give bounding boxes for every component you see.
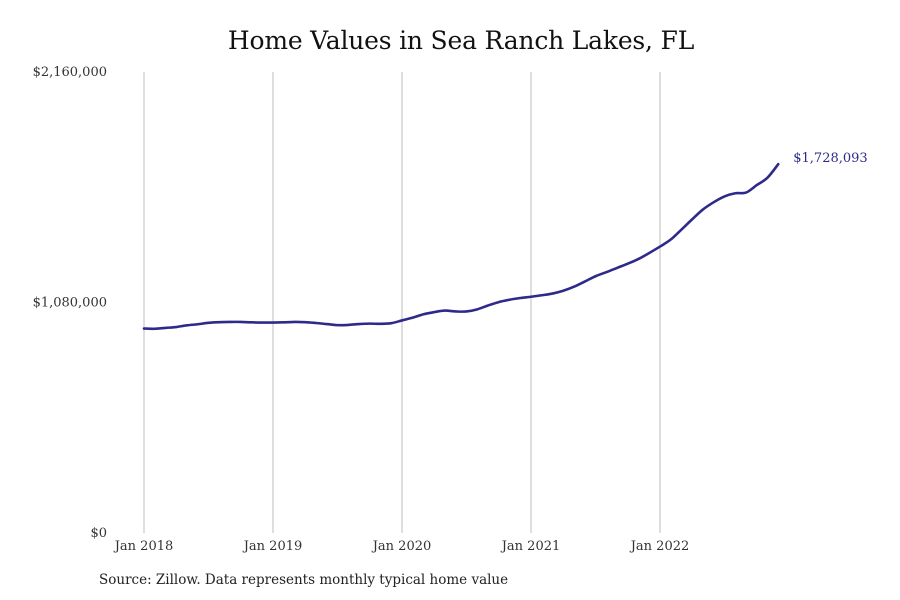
x-tick-label: Jan 2021 <box>500 539 561 554</box>
home-value-series-line <box>142 162 780 331</box>
source-note: Source: Zillow. Data represents monthly … <box>99 572 509 588</box>
chart-title: Home Values in Sea Ranch Lakes, FL <box>227 26 695 55</box>
vertical-gridlines <box>143 72 661 533</box>
y-axis-tick-labels: $0 $1,080,000 $2,160,000 <box>33 65 107 541</box>
x-tick-label: Jan 2018 <box>113 539 174 554</box>
x-axis-tick-labels: Jan 2018 Jan 2019 Jan 2020 Jan 2021 Jan 2022 <box>113 539 690 554</box>
y-tick-label: $2,160,000 <box>33 65 107 80</box>
x-tick-label: Jan 2020 <box>371 539 432 554</box>
series-layer <box>142 162 780 331</box>
end-value-label-layer: $1,728,093 <box>793 151 867 166</box>
end-value-label: $1,728,093 <box>793 151 867 166</box>
x-tick-label: Jan 2022 <box>629 539 690 554</box>
y-tick-label: $1,080,000 <box>33 296 107 311</box>
x-tick-label: Jan 2019 <box>242 539 303 554</box>
y-tick-label: $0 <box>90 526 107 541</box>
